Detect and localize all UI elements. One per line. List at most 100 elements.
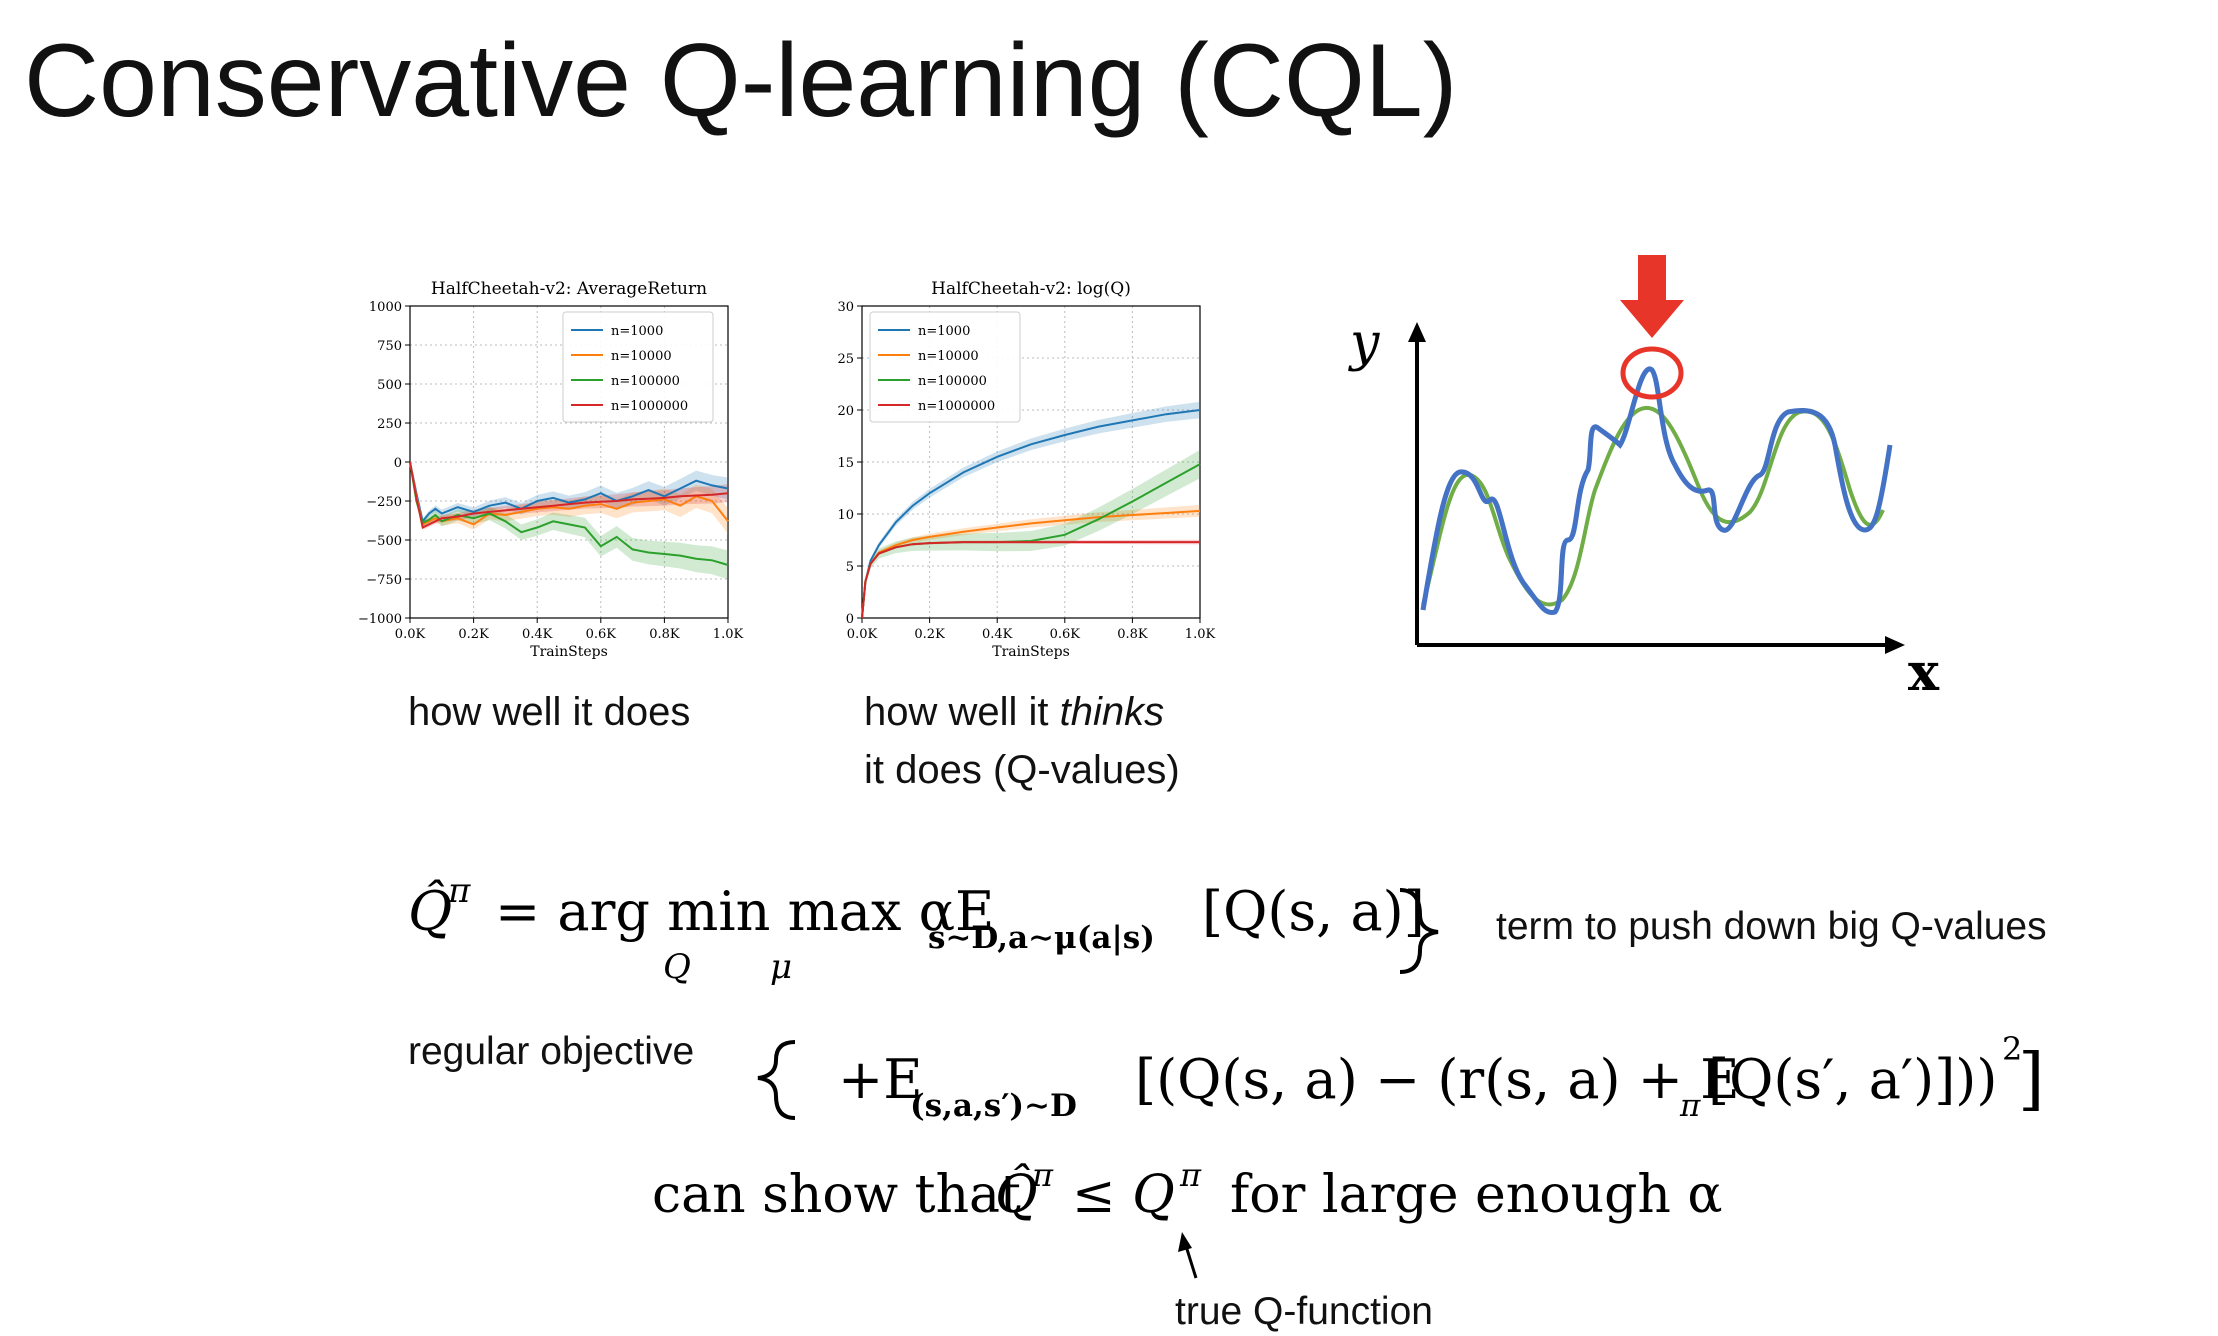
series-line xyxy=(409,461,729,529)
large-enough-alpha: for large enough α xyxy=(1230,1165,1723,1225)
y-tick-label: 1000 xyxy=(369,300,402,315)
series-line xyxy=(409,461,729,526)
x-tick-label: 0.0K xyxy=(395,627,426,642)
y-tick-label: 750 xyxy=(377,339,402,354)
regular-objective-annotation: regular objective xyxy=(408,1030,695,1073)
chart-title: HalfCheetah-v2: log(Q) xyxy=(931,279,1131,299)
true-q-arrow-line xyxy=(1184,1245,1198,1279)
y-tick-label: 0 xyxy=(846,612,854,627)
chart-log-q: HalfCheetah-v2: log(Q) 30 25 20 15 10 5 0 0.0K 0.… xyxy=(815,268,1235,678)
y-tick-label: 20 xyxy=(837,404,854,419)
x-tick-label: 0.6K xyxy=(1050,627,1081,642)
series-band xyxy=(410,460,728,524)
x-axis-label: TrainSteps xyxy=(992,644,1070,660)
caption-q-values: it does (Q-values) xyxy=(864,748,1180,792)
log-q-plot: HalfCheetah-v2: log(Q) 30 25 20 15 10 5 00.0K 0.… xyxy=(837,279,1215,660)
y-tick-label: 0 xyxy=(394,456,402,471)
brace-left xyxy=(757,1040,796,1120)
sketch-y-label: y xyxy=(1348,313,1380,373)
true-function-curve xyxy=(1421,405,1885,607)
sketch-y-arrowhead xyxy=(1408,322,1426,342)
square-exponent: 2 xyxy=(2002,1030,2022,1068)
legend-box xyxy=(869,311,1021,423)
close-bracket: ] xyxy=(2018,1040,2045,1119)
y-tick-label: 15 xyxy=(837,456,854,471)
expectation-subscript-1: s∼D,a∼μ(a|s) xyxy=(928,920,1155,956)
chart-average-return: HalfCheetah-v2: AverageReturn 1000 750 500 2… xyxy=(345,268,755,678)
bellman-error-body-2: [Q(s′, a′)])) xyxy=(1708,1048,1997,1111)
legend-label: n=1000 xyxy=(611,324,663,339)
push-down-annotation: term to push down big Q-values xyxy=(1496,905,2047,948)
overestimation-circle xyxy=(1620,346,1684,400)
x-tick-label: 1.0K xyxy=(713,627,744,642)
argmin-max-expr: = arg min max αE xyxy=(495,880,994,943)
true-q-annotation: true Q-function xyxy=(1175,1290,1433,1333)
y-tick-label: −1000 xyxy=(358,612,402,627)
legend-label: n=10000 xyxy=(611,349,672,364)
x-tick-label: 0.4K xyxy=(522,627,553,642)
x-tick-label: 0.6K xyxy=(586,627,617,642)
series-band xyxy=(410,459,728,534)
y-tick-label: −500 xyxy=(366,534,402,549)
series-line xyxy=(861,541,1200,619)
y-tick-label: 10 xyxy=(837,508,854,523)
can-show-that: can show that xyxy=(652,1165,1021,1225)
y-tick-label: −250 xyxy=(366,495,402,510)
x-tick-label: 0.8K xyxy=(649,627,680,642)
legend-label: n=1000 xyxy=(918,324,970,339)
chart-title: HalfCheetah-v2: AverageReturn xyxy=(431,279,707,299)
overestimation-sketch: y x xyxy=(1348,255,1940,700)
x-axis-label: TrainSteps xyxy=(530,644,608,660)
cql-equations: Q̂ π = arg min max αE Q μ s∼D,a∼μ(a|s) [… xyxy=(408,871,2045,1279)
q-sa-term: [Q(s, a)] xyxy=(1202,880,1425,943)
pi-subscript: π xyxy=(1679,1088,1701,1124)
q-hat-pi-2: π xyxy=(1031,1156,1054,1194)
caption-how-well-it-does: how well it does xyxy=(408,690,691,734)
caption-how-well-it-thinks: how well it thinks xyxy=(864,690,1164,735)
sketch-x-arrowhead xyxy=(1885,636,1905,654)
slide-title: Conservative Q-learning (CQL) xyxy=(24,23,1458,139)
red-arrow-head xyxy=(1620,300,1684,338)
leq-q: ≤ Q xyxy=(1072,1165,1175,1225)
max-subscript: μ xyxy=(770,947,792,987)
x-tick-label: 0.4K xyxy=(982,627,1013,642)
fitted-q-curve xyxy=(1420,366,1893,615)
red-arrow-shaft xyxy=(1638,255,1666,300)
legend-label: n=1000000 xyxy=(918,399,995,414)
brace-right xyxy=(1399,888,1439,974)
series-line xyxy=(409,461,729,566)
q-pi: π xyxy=(1179,1156,1202,1194)
series-band xyxy=(862,449,1200,621)
caption-thinks-emphasis: thinks xyxy=(1059,690,1165,734)
x-tick-label: 0.2K xyxy=(914,627,945,642)
q-hat-symbol: Q̂ xyxy=(408,879,452,943)
y-tick-label: 30 xyxy=(837,300,854,315)
x-tick-label: 0.0K xyxy=(847,627,878,642)
series-band xyxy=(862,539,1200,619)
x-tick-label: 0.2K xyxy=(458,627,489,642)
legend-label: n=10000 xyxy=(918,349,979,364)
series-band xyxy=(410,459,728,580)
plot-frame xyxy=(861,305,1201,619)
y-tick-label: 250 xyxy=(377,417,402,432)
y-tick-label: 500 xyxy=(377,378,402,393)
caption-thinks-prefix: how well it xyxy=(864,690,1060,734)
true-q-arrow-head xyxy=(1178,1232,1192,1252)
min-subscript: Q xyxy=(663,947,691,987)
bellman-error-body: [(Q(s, a) − (r(s, a) + E xyxy=(1135,1048,1740,1111)
plus-expectation: +E xyxy=(838,1048,923,1111)
legend-box xyxy=(562,311,714,423)
expectation-subscript-2: (s,a,s′)∼D xyxy=(910,1088,1077,1124)
y-tick-label: −750 xyxy=(366,573,402,588)
y-tick-label: 5 xyxy=(846,560,854,575)
y-tick-label: 25 xyxy=(837,352,854,367)
series-band xyxy=(862,504,1200,620)
legend-label: n=100000 xyxy=(918,374,987,389)
average-return-plot: HalfCheetah-v2: AverageReturn 1000 750 500 2… xyxy=(358,279,744,660)
series-line xyxy=(409,461,729,524)
legend-label: n=100000 xyxy=(611,374,680,389)
legend-label: n=1000000 xyxy=(611,399,688,414)
q-hat-symbol-2: Q̂ xyxy=(995,1164,1038,1225)
q-hat-pi: π xyxy=(447,871,471,911)
series-line xyxy=(861,409,1201,619)
